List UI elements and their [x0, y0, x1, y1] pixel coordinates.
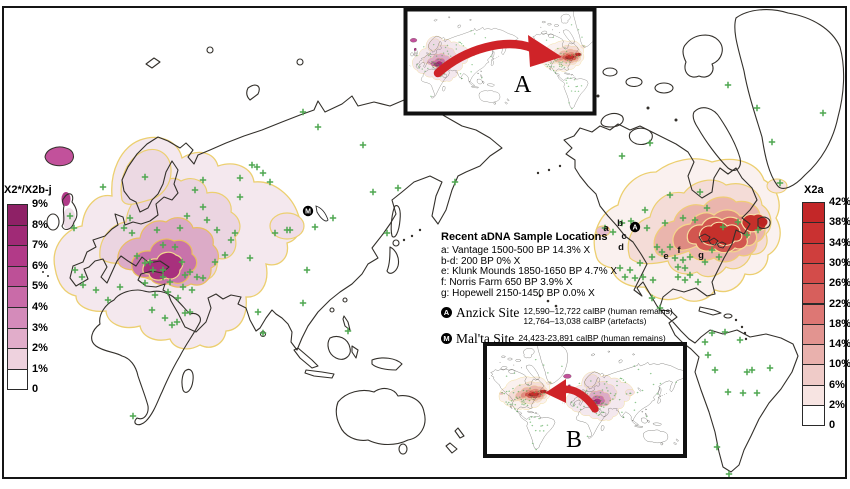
site-row-M: M Mal'ta Site 24,423-23,891 calBP (human r…	[441, 331, 676, 347]
legend-right-block	[802, 364, 825, 386]
migration-arrow-a	[433, 39, 537, 78]
legend-right-block	[802, 405, 825, 427]
site-letter-d: d	[618, 242, 624, 253]
adna-entry: b-d: 200 BP 0% X	[441, 255, 521, 267]
annotation-title: Recent aDNA Sample Locations	[441, 231, 608, 243]
legend-right-tick: 10%	[829, 358, 850, 371]
legend-right-block	[802, 222, 825, 244]
legend-right-tick: 42%	[829, 196, 850, 208]
legend-left-block	[7, 265, 28, 288]
legend-right-block	[802, 303, 825, 325]
site-letter-b: b	[617, 218, 623, 229]
site-details: 12,590–12,722 calBP (human remains) 12,76…	[523, 306, 673, 326]
legend-right-block	[802, 384, 825, 406]
inset-b: B	[483, 342, 687, 458]
legend-right-block	[802, 242, 825, 264]
legend-left-block	[7, 368, 28, 391]
site-circle-letter-A: A	[632, 225, 637, 232]
legend-right-tick: 2%	[829, 399, 845, 411]
legend-left-tick: 4%	[32, 301, 48, 313]
adna-entry: g: Hopewell 2150-1450 BP 0.0% X	[441, 287, 595, 299]
site-circle-markers: AM	[302, 205, 641, 233]
legend-left-tick: 3%	[32, 321, 48, 334]
adna-site-letters: a bcd ef g	[603, 218, 704, 262]
site-letter-e: e	[663, 251, 668, 262]
site-circle-A	[629, 221, 641, 233]
legend-left-tick: 2%	[32, 342, 48, 355]
legend-right-tick: 18%	[829, 317, 850, 330]
adna-entry: e: Klunk Mounds 1850-1650 BP 4.7% X	[441, 266, 618, 278]
legend-right-title: X2a	[804, 184, 824, 196]
legend-right-tick: 6%	[829, 378, 845, 391]
legend-left-tick: 6%	[32, 259, 48, 272]
legend-left-tick: 0	[32, 383, 39, 396]
legend-left-title: X2*/X2b-j	[4, 184, 52, 196]
legend-left-tick: 9%	[32, 198, 48, 210]
legend-left-block	[7, 327, 28, 350]
inset-a-label: A	[514, 72, 532, 98]
site-badge-icon: A	[441, 306, 452, 318]
site-circle-letter-M: M	[305, 209, 311, 216]
legend-left-block	[7, 286, 28, 308]
legend-left-tick: 7%	[32, 239, 48, 252]
legend-left-block	[7, 307, 28, 329]
migration-arrowhead-a	[528, 35, 562, 67]
adna-annotation-box: Recent aDNA Sample Locations a: Vantage …	[441, 231, 676, 347]
legend-right-block	[802, 262, 825, 285]
legend-right-block	[802, 283, 825, 305]
site-letter-f: f	[677, 245, 681, 256]
site-details: 24,423-23,891 calBP (human remains)	[518, 332, 666, 343]
legend-left-block	[7, 348, 28, 370]
legend-left-block	[7, 204, 28, 226]
migration-arrowhead-b	[545, 379, 566, 403]
legend-right-block	[802, 323, 825, 346]
adna-entry: f: Norris Farm 650 BP 3.9% X	[441, 277, 573, 289]
legend-left-tick: 5%	[32, 280, 48, 293]
site-row-A: A Anzick Site 12,590–12,722 calBP (human r…	[441, 305, 676, 327]
inset-a: A	[403, 7, 597, 116]
legend-right-tick: 14%	[829, 338, 850, 351]
site-circle-M	[302, 205, 314, 217]
site-name: Mal'ta Site	[456, 331, 515, 347]
hawaii	[538, 294, 542, 298]
legend-right-block	[802, 344, 825, 366]
legend-left-block	[7, 245, 28, 267]
site-letter-g: g	[698, 250, 704, 261]
legend-left-tick: 1%	[32, 362, 48, 375]
site-letter-a: a	[603, 223, 609, 234]
legend-right-tick: 38%	[829, 216, 850, 229]
legend-right-tick: 34%	[829, 236, 850, 249]
adna-entry: a: Vantage 1500-500 BP 14.3% X	[441, 245, 591, 256]
legend-right-tick: 26%	[829, 277, 850, 290]
site-letter-c: c	[621, 231, 626, 242]
legend-right-block	[802, 202, 825, 224]
legend-left-tick: 8%	[32, 218, 48, 231]
inset-b-label: B	[566, 427, 582, 453]
site-badge-icon: M	[441, 333, 452, 345]
legend-right-tick: 22%	[829, 297, 850, 310]
site-name: Anzick Site	[456, 304, 520, 320]
legend-left-block	[7, 224, 28, 247]
legend-right-tick: 0	[829, 419, 836, 432]
legend-right-tick: 30%	[829, 256, 850, 269]
